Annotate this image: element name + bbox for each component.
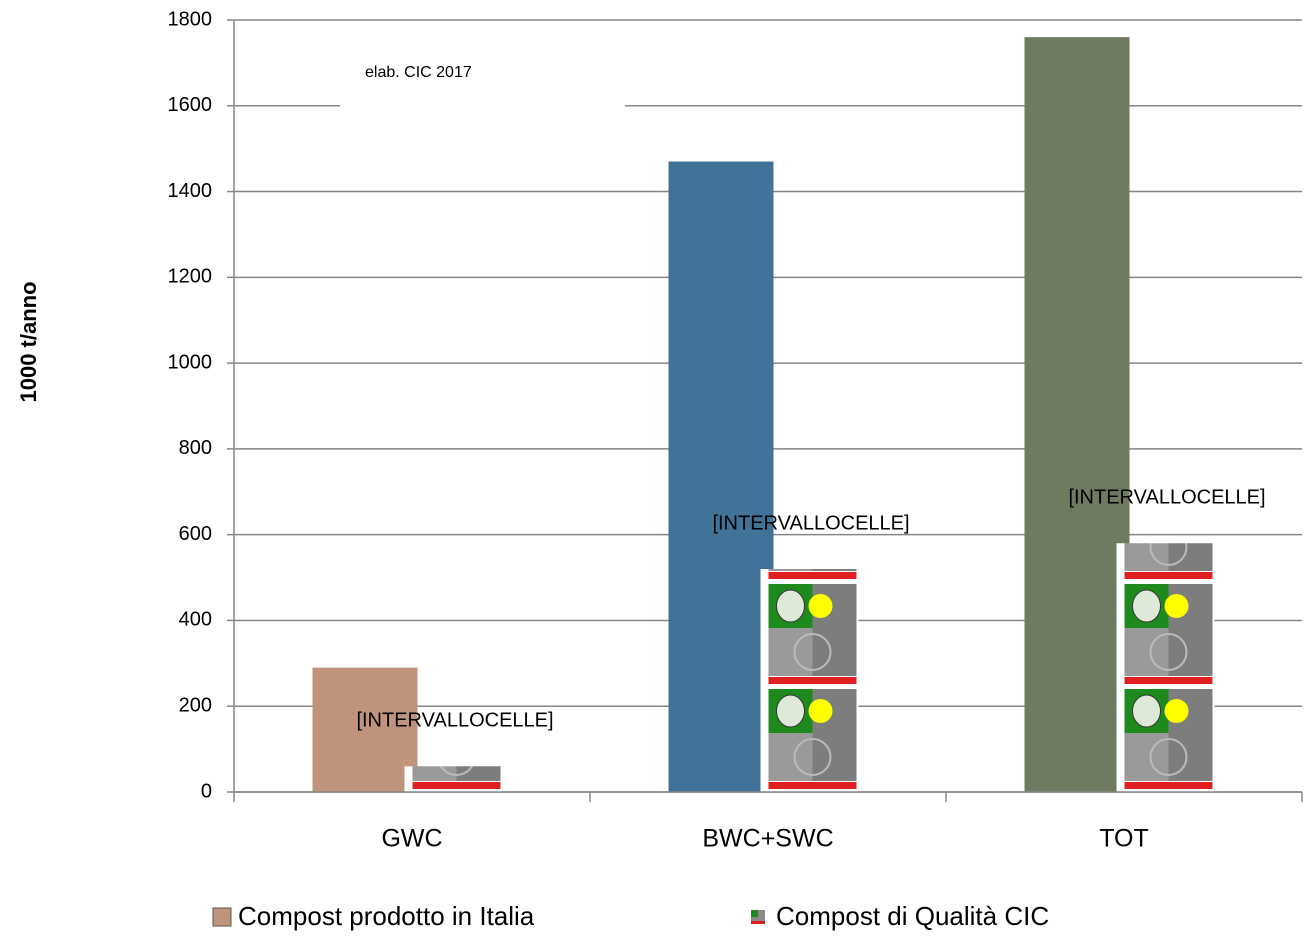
legend-label: Compost di Qualità CIC — [776, 901, 1049, 931]
y-tick-label: 1200 — [168, 266, 213, 288]
data-label: [INTERVALLOCELLE] — [1068, 487, 1265, 509]
y-axis-label: 1000 t/anno — [16, 281, 41, 402]
y-tick-label: 1600 — [168, 94, 213, 116]
y-tick-label: 1400 — [168, 180, 213, 202]
y-tick-label: 1000 — [168, 351, 213, 373]
legend-swatch-red — [751, 921, 765, 924]
y-tick-label: 0 — [201, 780, 212, 802]
bar — [668, 161, 774, 793]
bar — [404, 766, 503, 792]
bar — [1116, 543, 1215, 792]
annotation: elab. CIC 2017 — [365, 64, 472, 81]
y-tick-label: 200 — [179, 695, 212, 717]
y-tick-label: 600 — [179, 523, 212, 545]
x-tick-label: GWC — [381, 825, 442, 853]
legend-swatch — [212, 907, 232, 927]
bar — [1024, 37, 1130, 792]
y-tick-label: 1800 — [168, 8, 213, 30]
bar — [760, 568, 859, 792]
y-tick-label: 800 — [179, 437, 212, 459]
x-tick-label: TOT — [1099, 825, 1149, 853]
x-tick-label: BWC+SWC — [702, 825, 833, 853]
y-tick-label: 400 — [179, 609, 212, 631]
bar — [312, 667, 418, 792]
annotation-box — [340, 40, 625, 115]
data-label: [INTERVALLOCELLE] — [712, 512, 909, 534]
data-label: [INTERVALLOCELLE] — [356, 710, 553, 732]
legend-swatch-green — [751, 910, 758, 917]
legend-label: Compost prodotto in Italia — [238, 901, 535, 931]
